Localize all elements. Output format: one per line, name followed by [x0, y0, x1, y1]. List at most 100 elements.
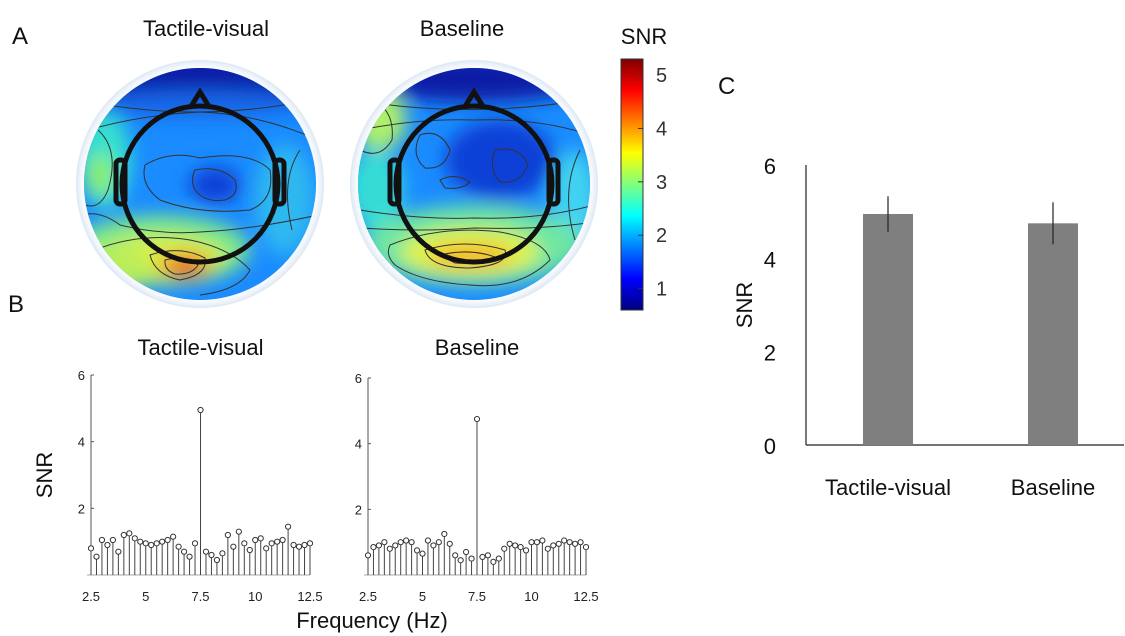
stem-point: [408, 539, 415, 546]
stem-point: [191, 540, 199, 547]
stem-point: [246, 546, 253, 554]
x-tick-label: 10: [524, 589, 538, 604]
y-tick-label: 6: [355, 371, 362, 386]
x-tick-label: 12.5: [297, 589, 322, 604]
colorbar-scale: [620, 58, 644, 311]
stem-point: [441, 530, 448, 538]
x-tick-label: 7.5: [468, 589, 486, 604]
x-tick-label: 10: [248, 589, 262, 604]
stem-point: [446, 540, 453, 547]
x-tick-label: 5: [142, 589, 149, 604]
stem-point: [572, 540, 579, 547]
y-tick-label: 0: [764, 434, 776, 459]
stem-point: [120, 531, 127, 539]
colorbar-tick-label: 3: [656, 172, 667, 194]
stem-point: [479, 553, 486, 561]
stem-point: [279, 536, 286, 544]
stem-point: [419, 550, 426, 557]
stem-point: [126, 530, 133, 537]
stem-point: [495, 555, 502, 562]
stem-point: [424, 537, 432, 544]
stem-point: [375, 542, 382, 549]
stem-point: [403, 537, 410, 544]
colorbar-tick-label: 5: [656, 65, 667, 87]
stem-point: [285, 523, 292, 530]
stem-point: [582, 543, 590, 551]
y-axis-label: SNR: [32, 452, 57, 498]
stem-point: [463, 548, 470, 556]
stem-point: [109, 536, 117, 544]
stem-point: [268, 540, 275, 547]
x-tick-label: 2.5: [82, 589, 100, 604]
stem-point: [555, 540, 562, 547]
stem-point: [164, 536, 171, 544]
y-tick-label: 2: [764, 341, 776, 366]
stem-plot-tactile-visual: Tactile-visual 2 4 6 2.5 5 7.5 10 12.5 SNR Frequen…: [32, 335, 448, 633]
stem-title: Baseline: [435, 335, 519, 360]
x-tick-label: 7.5: [191, 589, 209, 604]
stem-point: [490, 558, 497, 565]
x-tick-label: 12.5: [573, 589, 598, 604]
stem-point: [153, 540, 160, 547]
stem-point: [533, 539, 541, 546]
y-tick-label: 6: [78, 368, 85, 383]
stem-point: [550, 542, 557, 549]
stem-point: [370, 543, 377, 551]
y-tick-label: 4: [355, 437, 362, 452]
topomap-baseline: [350, 60, 598, 308]
topomap-tactile-visual: [76, 60, 324, 308]
stem-point: [230, 543, 237, 550]
stem-point: [213, 556, 221, 564]
stem-point: [290, 541, 297, 549]
stem-point: [159, 538, 166, 545]
stem-point: [142, 540, 149, 547]
stem-point: [115, 548, 122, 555]
stem-point: [301, 541, 308, 549]
y-tick-label: 6: [764, 154, 776, 179]
y-tick-label: 2: [78, 501, 85, 516]
stem-point: [274, 538, 281, 545]
stem-point: [202, 548, 210, 555]
stem-point: [170, 533, 177, 540]
stem-point: [435, 539, 442, 546]
stem-point: [93, 553, 100, 560]
stem-point: [364, 552, 372, 559]
panel-label-c: C: [718, 73, 735, 100]
stem-point: [104, 541, 111, 549]
stem-point: [566, 539, 573, 546]
stem-point: [577, 539, 584, 546]
stem-point: [197, 406, 204, 414]
stem-point: [208, 551, 215, 559]
stem-point: [386, 545, 393, 552]
stem-point: [295, 543, 303, 550]
stem-point: [392, 542, 399, 549]
colorbar-tick-label: 4: [656, 118, 667, 140]
stem-point: [148, 541, 155, 549]
stem-point: [430, 542, 437, 549]
stem-point: [468, 555, 475, 562]
stem-point: [235, 528, 242, 535]
stem-point: [263, 545, 270, 552]
stem-point: [175, 543, 182, 550]
stem-point: [517, 543, 524, 551]
stem-point: [561, 537, 568, 544]
stem-point: [544, 545, 551, 552]
stem-point: [98, 536, 106, 544]
stem-point: [484, 552, 491, 559]
stem-point: [506, 540, 513, 547]
x-tick-label: Tactile-visual: [825, 475, 951, 500]
stem-point: [452, 552, 459, 559]
colorbar-ticks: 1 2 3 4 5: [638, 65, 667, 301]
y-tick-label: 2: [355, 502, 362, 517]
x-tick-label: 5: [419, 589, 426, 604]
stem-point: [473, 415, 481, 423]
x-tick-label: 2.5: [359, 589, 377, 604]
stem-point: [131, 535, 138, 542]
stem-point: [539, 537, 546, 544]
colorbar-label: SNR: [621, 24, 667, 49]
stem-title: Tactile-visual: [138, 335, 264, 360]
stem-point: [501, 545, 508, 552]
y-tick-label: 4: [78, 435, 85, 450]
stem-point: [219, 550, 226, 557]
bar-chart: 0 2 4 6 SNR Tactile-visual Baseline: [732, 154, 1124, 500]
